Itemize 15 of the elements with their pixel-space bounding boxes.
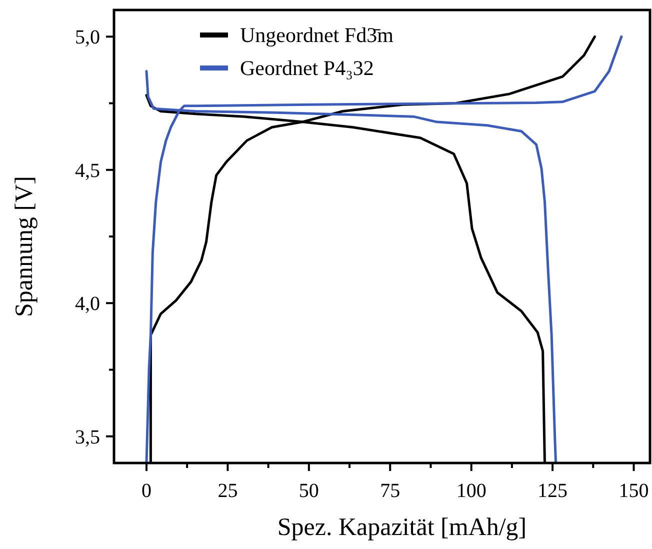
x-tick-label: 150 [618,480,649,502]
y-tick-label: 5,0 [75,26,100,49]
x-tick-label: 75 [380,480,400,502]
x-tick-label: 25 [218,480,238,502]
legend-label: Ungeordnet Fd3̄m [240,23,394,47]
y-tick-label: 4,0 [75,293,100,316]
x-tick-label: 125 [538,480,568,502]
y-axis-title: Spannung [V] [11,176,38,317]
x-tick-label: 50 [298,480,319,502]
legend-label: Geordnet P4₃32 [240,56,374,80]
x-tick-label: 0 [141,480,152,502]
y-tick-label: 3,5 [75,426,100,448]
x-axis-title: Spez. Kapazität [mAh/g] [277,514,527,541]
y-tick-label: 4,5 [75,160,100,182]
x-tick-label: 100 [456,480,486,502]
